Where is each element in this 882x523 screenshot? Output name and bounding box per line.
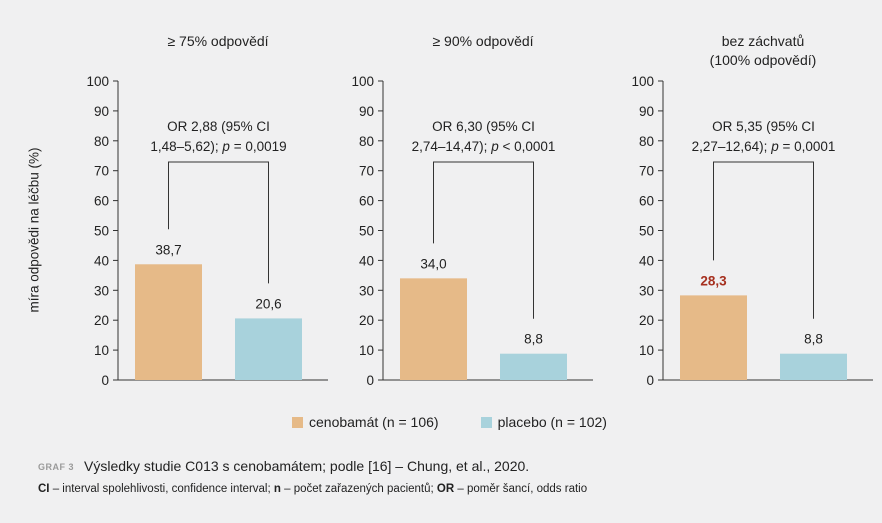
y-tick-label: 0 bbox=[366, 373, 374, 388]
or-annotation-line2: 2,74–14,47); p < 0,0001 bbox=[412, 139, 556, 154]
legend-swatch-cenobamat bbox=[292, 416, 303, 428]
note-text-ci: – interval spolehlivosti, confidence int… bbox=[49, 483, 274, 495]
data-label: 34,0 bbox=[420, 256, 446, 271]
y-tick-label: 60 bbox=[359, 194, 374, 209]
y-tick-label: 100 bbox=[86, 74, 109, 89]
or-p-symbol: p bbox=[770, 139, 779, 154]
y-tick-label: 20 bbox=[639, 313, 654, 328]
bar-cenobamat bbox=[135, 264, 202, 380]
y-tick-label: 70 bbox=[94, 164, 109, 179]
caption-title-line: GRAF 3 Výsledky studie C013 s cenobamátem… bbox=[38, 458, 868, 474]
or-annotation-line1: OR 2,88 (95% CI bbox=[167, 119, 270, 134]
bar-placebo bbox=[235, 318, 302, 380]
y-tick-label: 10 bbox=[94, 343, 109, 358]
y-tick-label: 40 bbox=[359, 253, 374, 268]
bar-placebo bbox=[780, 353, 847, 380]
y-tick-label: 20 bbox=[359, 313, 374, 328]
y-tick-label: 90 bbox=[639, 104, 654, 119]
legend-item-placebo: placebo (n = 102) bbox=[480, 414, 607, 430]
or-annotation-line2: 1,48–5,62); p = 0,0019 bbox=[150, 139, 286, 154]
caption-title: Výsledky studie C013 s cenobamátem; podl… bbox=[84, 458, 530, 474]
data-label: 38,7 bbox=[155, 242, 181, 257]
y-tick-label: 50 bbox=[639, 224, 654, 239]
y-tick-label: 70 bbox=[359, 164, 374, 179]
y-tick-label: 70 bbox=[639, 164, 654, 179]
data-label: 8,8 bbox=[804, 332, 823, 347]
caption-notes: CI – interval spolehlivosti, confidence … bbox=[38, 483, 868, 495]
y-tick-label: 60 bbox=[639, 194, 654, 209]
or-p-symbol: p bbox=[221, 139, 230, 154]
significance-bracket bbox=[713, 161, 814, 319]
data-label: 20,6 bbox=[255, 296, 281, 311]
note-text-n: – počet zařazených pacientů; bbox=[280, 483, 437, 495]
y-axis-label: míra odpovědi na léčbu (%) bbox=[26, 147, 42, 313]
y-tick-label: 50 bbox=[359, 224, 374, 239]
caption-tag: GRAF 3 bbox=[38, 462, 75, 472]
y-tick-label: 100 bbox=[631, 74, 654, 89]
figure-caption: GRAF 3 Výsledky studie C013 s cenobamátem… bbox=[38, 458, 868, 495]
legend-label-placebo: placebo (n = 102) bbox=[497, 414, 607, 430]
panel-2: 0 10 20 30 40 50 60 70 80 90 100 ≥ 90% odpovědí 34,0… bbox=[351, 33, 593, 388]
y-tick-label: 30 bbox=[359, 283, 374, 298]
significance-bracket bbox=[433, 161, 534, 319]
legend-swatch-placebo bbox=[480, 416, 492, 428]
or-annotation-line1: OR 5,35 (95% CI bbox=[712, 119, 815, 134]
or-ci-range: 1,48–5,62); bbox=[150, 139, 222, 154]
or-annotation-line2: 2,27–12,64); p = 0,0001 bbox=[692, 139, 836, 154]
y-tick-label: 60 bbox=[94, 194, 109, 209]
y-tick-label: 90 bbox=[359, 104, 374, 119]
note-text-or: – poměr šancí, odds ratio bbox=[454, 483, 588, 495]
note-abbr-n: n bbox=[273, 483, 281, 495]
or-p-symbol: p bbox=[490, 139, 499, 154]
y-tick-label: 50 bbox=[94, 224, 109, 239]
or-p-value: < 0,0001 bbox=[499, 139, 556, 154]
y-tick-label: 40 bbox=[94, 253, 109, 268]
bar-placebo bbox=[500, 353, 567, 380]
legend-label-cenobamat: cenobamát (n = 106) bbox=[309, 414, 439, 430]
bar-cenobamat bbox=[680, 295, 747, 380]
y-tick-label: 0 bbox=[646, 373, 654, 388]
panel-1: 0 10 20 30 40 50 60 70 80 90 100 ≥ 75% odpovědí 38,7… bbox=[86, 33, 328, 388]
legend-item-cenobamat: cenobamát (n = 106) bbox=[292, 414, 439, 430]
y-tick-label: 30 bbox=[639, 283, 654, 298]
y-tick-label: 90 bbox=[94, 104, 109, 119]
y-tick-label: 30 bbox=[94, 283, 109, 298]
note-abbr-or: OR bbox=[436, 483, 455, 495]
y-tick-label: 80 bbox=[94, 134, 109, 149]
y-tick-label: 80 bbox=[359, 134, 374, 149]
data-label: 8,8 bbox=[524, 332, 543, 347]
y-tick-label: 20 bbox=[94, 313, 109, 328]
y-tick-label: 80 bbox=[639, 134, 654, 149]
y-tick-label: 40 bbox=[639, 253, 654, 268]
or-p-value: = 0,0001 bbox=[779, 139, 836, 154]
bar-cenobamat bbox=[400, 278, 467, 380]
or-ci-range: 2,27–12,64); bbox=[692, 139, 772, 154]
or-annotation-line1: OR 6,30 (95% CI bbox=[432, 119, 535, 134]
significance-bracket bbox=[168, 161, 269, 284]
data-label: 28,3 bbox=[700, 273, 727, 288]
or-p-value: = 0,0019 bbox=[230, 139, 287, 154]
or-ci-range: 2,74–14,47); bbox=[412, 139, 492, 154]
panel-title: ≥ 75% odpovědí bbox=[167, 33, 268, 49]
y-tick-label: 0 bbox=[101, 373, 109, 388]
panel-title: (100% odpovědí) bbox=[710, 52, 817, 68]
legend: cenobamát (n = 106) placebo (n = 102) bbox=[292, 414, 649, 430]
y-tick-label: 10 bbox=[359, 343, 374, 358]
y-tick-label: 10 bbox=[639, 343, 654, 358]
panel-title: ≥ 90% odpovědí bbox=[432, 33, 533, 49]
y-tick-label: 100 bbox=[351, 74, 374, 89]
panel-title: bez záchvatů bbox=[722, 33, 805, 49]
panel-3: 0 10 20 30 40 50 60 70 80 90 100 bez záchvatů (100% … bbox=[631, 33, 873, 388]
note-abbr-ci: CI bbox=[38, 483, 50, 495]
